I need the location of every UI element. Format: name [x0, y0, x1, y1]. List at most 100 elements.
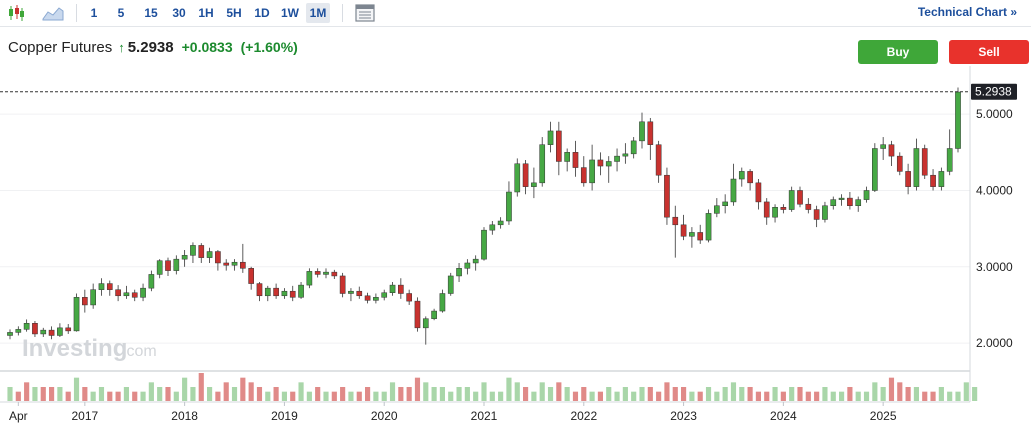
candle: [547, 121, 554, 153]
sell-button[interactable]: Sell: [949, 40, 1029, 64]
candle: [40, 327, 47, 337]
candle: [339, 272, 346, 298]
volume-bar: [406, 387, 412, 401]
candlestick-chart[interactable]: Investing .com 2.00003.00004.00005.0000 …: [0, 66, 1031, 439]
instrument-header: Copper Futures ↑ 5.2938 +0.0833 (+1.60%): [8, 39, 298, 59]
grid-lines: [0, 113, 970, 344]
candle-body: [115, 289, 121, 297]
volume-bar: [431, 387, 437, 401]
timeframe-5h-button[interactable]: 5H: [226, 6, 242, 20]
volume-bar: [65, 391, 71, 401]
candle: [755, 179, 762, 210]
candle-body: [190, 245, 196, 256]
volume-bar: [290, 391, 296, 401]
candle-body: [264, 287, 271, 297]
candle-body: [23, 323, 30, 330]
candle-body: [439, 293, 446, 312]
candle: [98, 278, 105, 296]
y-tick-label: 4.0000: [976, 183, 1013, 197]
timeframe-1w-button[interactable]: 1W: [281, 6, 299, 20]
candle-body: [231, 261, 238, 266]
volume-bar: [165, 387, 171, 401]
volume-bar: [897, 382, 903, 401]
candle: [131, 289, 138, 302]
candle-body: [339, 275, 346, 294]
candle: [614, 148, 620, 172]
x-tick-label: 2025: [870, 409, 897, 423]
up-arrow-icon: ↑: [118, 40, 125, 55]
price-axis: 2.0000 3.0000 4.0000 5.0000: [976, 107, 1013, 350]
candle: [456, 262, 462, 283]
volume-bar: [523, 387, 529, 401]
candle-body: [580, 167, 587, 184]
candle-body: [514, 163, 521, 193]
volume-bar: [414, 377, 421, 401]
timeframe-1h-button[interactable]: 1H: [198, 6, 214, 20]
watermark: Investing .com: [22, 335, 157, 362]
timeframe-5-button[interactable]: 5: [117, 6, 125, 20]
technical-chart-link[interactable]: Technical Chart »: [917, 5, 1017, 19]
buy-button[interactable]: Buy: [858, 40, 938, 64]
volume-bar: [872, 382, 878, 401]
timeframe-1d-button[interactable]: 1D: [254, 6, 270, 20]
volume-bar: [40, 387, 46, 401]
candle-body: [73, 297, 80, 332]
candle-body: [314, 271, 321, 275]
candle-body: [556, 130, 562, 162]
volume-bar: [739, 387, 745, 401]
candle: [281, 288, 288, 299]
volume-bar: [298, 382, 304, 401]
candle-body: [805, 203, 812, 210]
candle: [738, 167, 745, 187]
candle: [622, 143, 629, 164]
candle: [680, 214, 687, 241]
candle-body: [913, 148, 920, 187]
candle: [264, 285, 271, 302]
timeframe-30-button[interactable]: 30: [172, 6, 186, 20]
candle-body: [82, 297, 88, 306]
candle: [115, 285, 121, 302]
candle: [572, 140, 579, 177]
candle: [373, 293, 379, 304]
candlestick-icon[interactable]: [6, 3, 26, 23]
volume-bar: [656, 391, 662, 401]
candle-body: [381, 292, 388, 298]
volume-bar: [207, 387, 213, 401]
y-tick-label: 3.0000: [976, 260, 1013, 274]
volume-bar: [315, 387, 321, 401]
volume-bar: [456, 387, 462, 401]
candle-body: [597, 159, 604, 167]
candle-body: [431, 310, 437, 319]
volume-bar: [489, 391, 495, 401]
candle: [82, 289, 88, 313]
table-icon[interactable]: [354, 3, 376, 23]
volume-bar: [423, 382, 429, 401]
timeframe-1-button[interactable]: 1: [90, 6, 98, 20]
volume-bar: [223, 382, 229, 401]
volume-bar: [506, 377, 512, 401]
volume-bar: [930, 391, 936, 401]
candle: [273, 283, 279, 299]
candle-body: [464, 262, 471, 269]
area-chart-icon[interactable]: [42, 3, 64, 23]
candle: [697, 224, 704, 244]
volume-bar: [705, 387, 712, 401]
candle-body: [57, 327, 63, 336]
candle-body: [872, 148, 878, 191]
candle: [422, 316, 429, 345]
candle-body: [414, 300, 421, 329]
candle: [190, 242, 196, 263]
timeframe-1m-button[interactable]: 1M: [306, 3, 330, 23]
volume-bar: [190, 387, 196, 401]
timeframe-15-button[interactable]: 15: [144, 6, 158, 20]
volume-bar: [373, 391, 379, 401]
candle: [32, 320, 38, 337]
volume-bar: [140, 391, 146, 401]
candle-body: [140, 287, 146, 298]
candle-body: [655, 144, 662, 176]
candle: [855, 196, 862, 212]
volume-bar: [132, 391, 138, 401]
volume-bar: [672, 387, 678, 401]
volume-bar: [664, 382, 670, 401]
candle-body: [955, 91, 961, 149]
